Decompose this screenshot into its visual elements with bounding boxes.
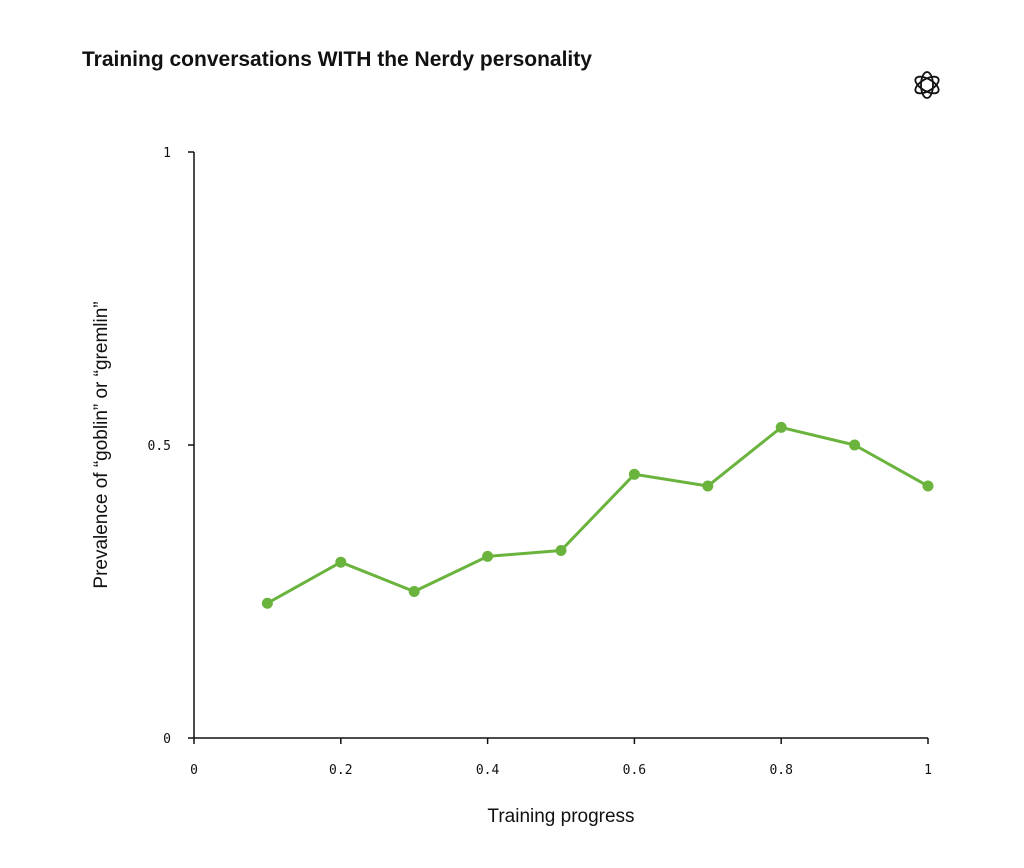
y-tick-label: 1 xyxy=(163,146,171,161)
x-tick-label: 0.6 xyxy=(623,763,646,778)
openai-logo-icon xyxy=(914,71,940,99)
x-tick-label: 1 xyxy=(924,763,932,778)
x-tick-label: 0.8 xyxy=(769,763,792,778)
x-tick-label: 0 xyxy=(190,763,198,778)
x-tick-label: 0.4 xyxy=(476,763,500,778)
y-tick-label: 0 xyxy=(163,732,171,747)
data-point xyxy=(849,439,861,451)
data-point xyxy=(408,586,420,597)
data-point xyxy=(482,550,494,562)
x-tick-label: 0.2 xyxy=(329,763,352,778)
data-point xyxy=(261,597,273,609)
data-point xyxy=(628,468,640,480)
series-line xyxy=(266,425,929,605)
data-point xyxy=(922,480,934,492)
data-point xyxy=(555,544,567,556)
chart-title: Training conversations WITH the Nerdy pe… xyxy=(82,48,592,71)
data-point xyxy=(702,480,714,492)
x-axis-title: Training progress xyxy=(487,806,634,827)
data-point xyxy=(775,421,787,433)
y-axis-title: Prevalence of “goblin” or “gremlin” xyxy=(91,301,112,588)
y-tick-label: 0.5 xyxy=(148,439,171,454)
data-point xyxy=(335,556,347,568)
